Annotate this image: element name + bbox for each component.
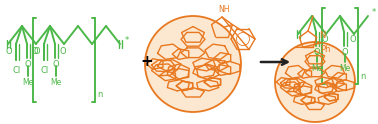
- Text: +: +: [141, 55, 153, 69]
- Text: *: *: [125, 36, 129, 46]
- Text: Cl: Cl: [13, 66, 21, 75]
- Text: N: N: [319, 31, 325, 41]
- Text: n: n: [360, 72, 366, 81]
- Text: NH: NH: [218, 5, 230, 14]
- Text: O: O: [314, 48, 320, 57]
- Text: Ph: Ph: [320, 46, 330, 55]
- Text: O: O: [32, 46, 39, 56]
- Text: O: O: [33, 47, 40, 57]
- Text: O: O: [5, 47, 12, 57]
- Text: O: O: [342, 48, 348, 57]
- Text: Cl: Cl: [41, 66, 49, 75]
- Text: O: O: [25, 60, 31, 69]
- Text: Me: Me: [22, 78, 34, 87]
- Text: Me: Me: [339, 64, 351, 73]
- Text: O: O: [322, 34, 328, 44]
- Text: *: *: [372, 9, 376, 17]
- Text: Me: Me: [311, 64, 323, 73]
- Ellipse shape: [275, 42, 355, 122]
- Text: n: n: [97, 90, 102, 99]
- Text: O: O: [60, 46, 67, 56]
- Text: O: O: [350, 34, 356, 44]
- Text: O: O: [53, 60, 59, 69]
- Text: Me: Me: [50, 78, 62, 87]
- Ellipse shape: [145, 16, 241, 112]
